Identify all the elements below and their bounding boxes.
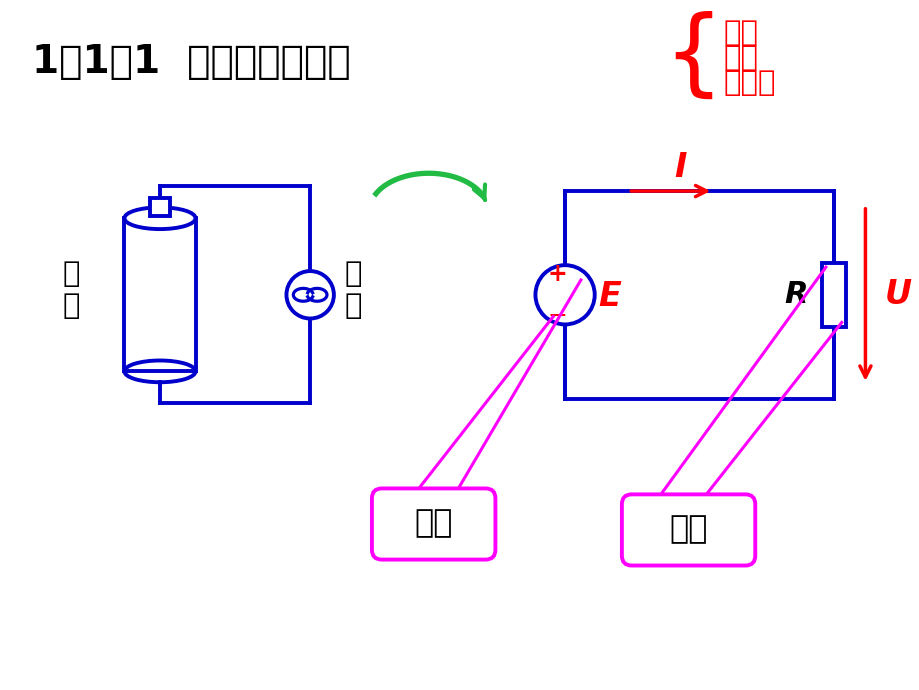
Text: E: E [598,280,620,313]
Text: U: U [884,278,912,311]
Text: {: { [663,10,722,103]
Text: 电源: 电源 [414,509,452,540]
Ellipse shape [124,360,196,382]
FancyBboxPatch shape [621,494,754,566]
Text: +: + [547,262,566,286]
Bar [821,263,845,327]
Text: 灯
泡: 灯 泡 [345,259,362,320]
Text: 电动势: 电动势 [722,70,775,97]
FancyBboxPatch shape [371,489,494,560]
Text: 电压: 电压 [722,43,757,72]
Bar [150,199,170,216]
Text: I: I [674,151,686,184]
Text: 电
池: 电 池 [62,259,80,320]
Text: R: R [784,280,807,309]
Text: 电流: 电流 [722,19,757,47]
Circle shape [535,265,594,324]
Text: 负载: 负载 [669,515,707,545]
Ellipse shape [124,208,196,229]
Circle shape [286,271,334,319]
Text: −: − [547,304,566,328]
Bar [124,218,196,371]
Text: 1．1．1  电路中的物理量: 1．1．1 电路中的物理量 [31,43,350,81]
